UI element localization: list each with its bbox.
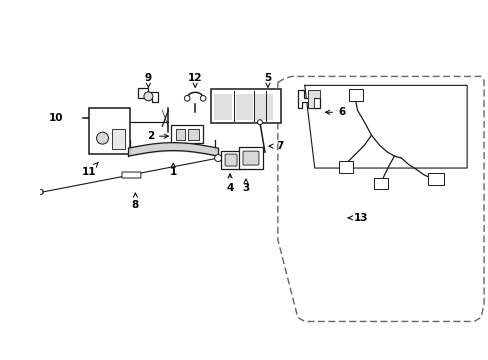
Polygon shape [138,88,158,102]
Text: 4: 4 [226,174,233,193]
FancyBboxPatch shape [100,112,111,124]
Circle shape [143,92,153,101]
Circle shape [184,95,190,101]
FancyBboxPatch shape [111,129,125,149]
Text: 12: 12 [187,73,202,87]
Text: 2: 2 [146,131,168,141]
Circle shape [214,154,221,162]
FancyBboxPatch shape [255,94,273,120]
Circle shape [200,95,205,101]
Text: 1: 1 [169,163,177,177]
Text: 11: 11 [81,162,98,177]
Polygon shape [307,90,319,108]
FancyBboxPatch shape [239,147,263,169]
FancyBboxPatch shape [235,94,253,120]
FancyBboxPatch shape [243,151,259,165]
FancyBboxPatch shape [221,151,241,169]
Text: 10: 10 [48,113,63,123]
FancyBboxPatch shape [211,89,280,123]
Text: 9: 9 [144,73,152,87]
FancyBboxPatch shape [427,173,443,185]
FancyBboxPatch shape [213,94,231,120]
Text: 7: 7 [268,141,283,151]
FancyBboxPatch shape [122,172,141,178]
FancyBboxPatch shape [175,129,184,140]
Polygon shape [297,90,319,108]
Text: 3: 3 [242,179,249,193]
FancyBboxPatch shape [88,108,130,154]
FancyBboxPatch shape [374,178,387,189]
FancyBboxPatch shape [187,129,198,140]
FancyBboxPatch shape [348,89,362,101]
Circle shape [96,132,108,144]
Text: 13: 13 [347,213,368,223]
FancyBboxPatch shape [338,161,352,173]
Text: 8: 8 [132,193,139,210]
FancyBboxPatch shape [224,154,237,166]
Text: 6: 6 [325,107,345,117]
FancyBboxPatch shape [171,125,203,143]
Text: 5: 5 [264,73,271,87]
Circle shape [257,120,262,125]
